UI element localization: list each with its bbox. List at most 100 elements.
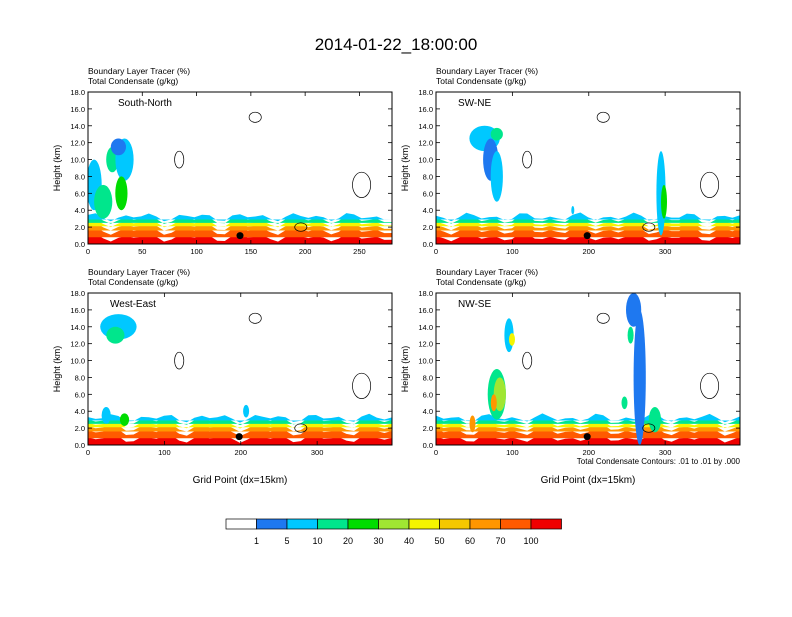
- tracer-plume: [571, 206, 575, 215]
- condensate-contour: [174, 351, 185, 370]
- panel-field: [436, 111, 740, 244]
- colorbar-label: 40: [404, 536, 414, 546]
- tracer-plume: [509, 333, 515, 346]
- tracer-plume: [627, 326, 634, 344]
- y-tick-label: 4.0: [75, 407, 85, 416]
- tracer-band: [436, 415, 740, 425]
- variable-label: Boundary Layer Tracer (%): [88, 66, 190, 76]
- condensate-contour: [294, 423, 308, 433]
- x-tick-label: 150: [245, 247, 258, 256]
- y-tick-label: 0.0: [423, 240, 433, 249]
- colorbar-swatch: [408, 518, 440, 530]
- colorbar-label: 5: [284, 536, 289, 546]
- condensate-contour: [596, 312, 610, 324]
- colorbar-swatch: [286, 518, 318, 530]
- y-tick-label: 10.0: [70, 357, 85, 366]
- colorbar-swatch: [439, 518, 471, 530]
- panel-frame: [435, 91, 741, 245]
- y-tick-label: 6.0: [75, 189, 85, 198]
- x-tick-label: 100: [158, 448, 171, 457]
- condensate-contour: [642, 423, 656, 433]
- colorbar-label: 50: [434, 536, 444, 546]
- colorbar-label: 100: [523, 536, 538, 546]
- x-tick-label: 0: [86, 448, 90, 457]
- colorbar-swatch: [500, 518, 532, 530]
- y-tick-label: 10.0: [418, 156, 433, 165]
- y-tick-label: 0.0: [75, 441, 85, 450]
- tracer-plume: [115, 176, 128, 211]
- y-tick-label: 12.0: [418, 139, 433, 148]
- x-tick-label: 100: [190, 247, 203, 256]
- y-tick-label: 16.0: [418, 105, 433, 114]
- y-tick-label: 18.0: [70, 289, 85, 298]
- colorbar-swatch: [530, 518, 562, 530]
- x-tick-label: 200: [583, 247, 596, 256]
- x-tick-label: 0: [86, 247, 90, 256]
- colorbar-label: 70: [495, 536, 505, 546]
- panel-frame: [87, 292, 393, 446]
- tracer-plume: [469, 415, 476, 433]
- location-marker: [583, 232, 591, 240]
- tracer-plume: [110, 138, 126, 156]
- tracer-plume: [490, 127, 503, 141]
- x-tick-label: 200: [583, 448, 596, 457]
- condensate-contour: [700, 372, 720, 399]
- tracer-band: [436, 413, 740, 423]
- y-tick-label: 14.0: [418, 323, 433, 332]
- panel-frame: [435, 292, 741, 446]
- y-tick-label: 18.0: [418, 289, 433, 298]
- tracer-plume: [633, 309, 646, 445]
- y-axis-label: Height (km): [52, 145, 62, 192]
- tracer-plume: [621, 396, 628, 410]
- panel-field: [88, 312, 392, 445]
- y-tick-label: 12.0: [70, 340, 85, 349]
- y-tick-label: 16.0: [418, 306, 433, 315]
- condensate-contour: [352, 372, 372, 399]
- y-tick-label: 4.0: [75, 206, 85, 215]
- location-marker: [583, 433, 591, 441]
- variable-label-2: Total Condensate (g/kg): [436, 277, 526, 287]
- panel-label: West-East: [110, 299, 156, 310]
- x-tick-label: 200: [299, 247, 312, 256]
- variable-label-2: Total Condensate (g/kg): [436, 76, 526, 86]
- tracer-band: [436, 226, 740, 238]
- y-tick-label: 4.0: [423, 206, 433, 215]
- y-tick-label: 14.0: [70, 323, 85, 332]
- y-tick-label: 12.0: [418, 340, 433, 349]
- y-tick-label: 2.0: [423, 424, 433, 433]
- y-tick-label: 2.0: [75, 424, 85, 433]
- colorbar-label: 30: [373, 536, 383, 546]
- colorbar-swatch: [347, 518, 379, 530]
- tracer-plume: [490, 394, 497, 412]
- panel-2: 0.0 2.0 4.0 6.0 8.0 10.0 12.0 14.0 16.0 18.0 0 100 2…: [400, 66, 741, 256]
- colorbar-swatch: [378, 518, 410, 530]
- x-axis-label: Grid Point (dx=15km): [193, 475, 288, 486]
- y-tick-label: 8.0: [75, 172, 85, 181]
- tracer-band: [88, 219, 392, 228]
- y-tick-label: 0.0: [75, 240, 85, 249]
- condensate-contour: [248, 312, 262, 324]
- condensate-contour: [294, 222, 308, 232]
- colorbar-label: 10: [312, 536, 322, 546]
- tracer-plume: [94, 184, 113, 219]
- y-tick-label: 6.0: [423, 189, 433, 198]
- y-tick-label: 18.0: [418, 88, 433, 97]
- condensate-contour: [522, 150, 533, 169]
- x-tick-label: 250: [353, 247, 366, 256]
- y-tick-label: 2.0: [75, 223, 85, 232]
- variable-label: Boundary Layer Tracer (%): [436, 267, 538, 277]
- y-tick-label: 10.0: [70, 156, 85, 165]
- tracer-plume: [119, 413, 130, 427]
- panel-4: 0.0 2.0 4.0 6.0 8.0 10.0 12.0 14.0 16.0 18.0 0 100 2…: [400, 267, 741, 486]
- x-tick-label: 50: [138, 247, 146, 256]
- y-tick-label: 8.0: [423, 172, 433, 181]
- tracer-plume: [243, 404, 250, 418]
- y-tick-label: 4.0: [423, 407, 433, 416]
- condensate-contour: [700, 171, 720, 198]
- tracer-band: [88, 222, 392, 231]
- panel-label: South-North: [118, 98, 172, 109]
- y-tick-label: 0.0: [423, 441, 433, 450]
- tracer-plume: [490, 151, 503, 202]
